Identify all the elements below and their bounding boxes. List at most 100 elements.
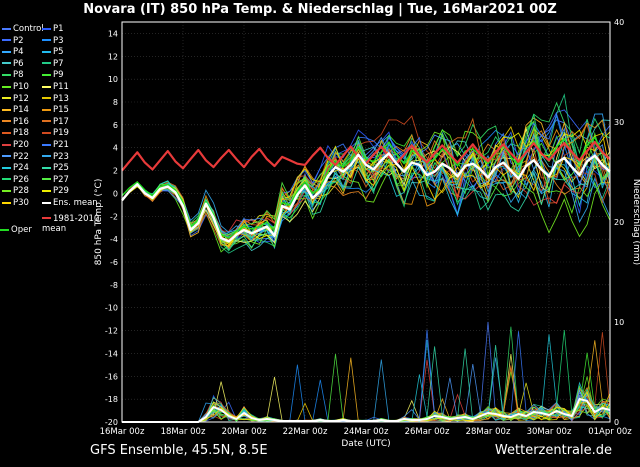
legend-label: P23	[53, 151, 69, 162]
y-axis-right: 40 30 20 10 0	[614, 18, 624, 427]
legend-label: P6	[13, 58, 24, 69]
legend-label: P25	[53, 163, 69, 174]
x-tick-label: 28Mar 00z	[466, 427, 511, 437]
legend-swatch	[2, 62, 11, 65]
mean-lines	[121, 136, 611, 423]
x-tick-label: 16Mar 00z	[100, 427, 145, 437]
x-tick-label: 18Mar 00z	[161, 427, 206, 437]
y-tick-label-right: 40	[614, 18, 624, 27]
legend-label: P26	[13, 174, 29, 185]
y-tick-label-left: -4	[110, 235, 118, 244]
legend-label: Ens. mean	[53, 198, 98, 208]
y-tick-label-left: 6	[113, 121, 118, 130]
legend-entry: P4	[2, 47, 24, 57]
legend-label: P21	[53, 140, 69, 150]
legend-swatch	[42, 97, 51, 100]
x-tick-label: 20Mar 00z	[222, 427, 267, 437]
x-tick-label: 01Apr 00z	[588, 427, 632, 437]
x-axis: 16Mar 00z 18Mar 00z 20Mar 00z 22Mar 00z 24Ma…	[100, 427, 633, 437]
legend-label: P14	[13, 105, 29, 116]
legend-swatch	[42, 85, 51, 88]
legend-entry: P6	[2, 59, 24, 69]
legend-label: P19	[53, 128, 69, 139]
legend-label: P4	[13, 47, 24, 58]
legend-entry: P9	[42, 70, 64, 80]
ens-mean-temp-line	[121, 152, 611, 243]
legend-label: P30	[13, 198, 29, 208]
legend-entry: P21	[42, 140, 69, 150]
member-temp-line	[121, 141, 611, 241]
legend-swatch	[42, 120, 51, 123]
y-tick-label-left: -16	[105, 372, 118, 381]
legend-swatch	[2, 155, 11, 158]
legend-oper-label: Oper	[11, 225, 32, 235]
y-tick-label-left: 4	[113, 144, 118, 153]
y-tick-label-left: 0	[113, 189, 118, 198]
x-tick-label: 22Mar 00z	[283, 427, 328, 437]
legend-oper: Oper	[0, 225, 32, 235]
y-tick-label-left: 2	[113, 167, 118, 176]
legend-entry: P18	[2, 128, 29, 138]
legend-swatch	[42, 50, 51, 53]
legend-swatch	[42, 201, 51, 204]
legend-swatch	[42, 217, 51, 220]
y-axis-left-label: 850 hPa Temp. (°C)	[94, 179, 104, 266]
legend-entry: P24	[2, 163, 29, 173]
legend-swatch	[42, 155, 51, 158]
legend-entry: P5	[42, 47, 64, 57]
legend-entry: Control	[2, 24, 44, 34]
legend-swatch	[2, 201, 11, 204]
legend-label: P2	[13, 35, 24, 46]
legend-entry: P16	[2, 117, 29, 127]
legend-label: P20	[13, 140, 29, 150]
y-tick-label-left: -12	[105, 327, 118, 336]
y-tick-label-left: -18	[105, 395, 118, 404]
legend-entry: P30	[2, 198, 29, 208]
y-tick-label-right: 20	[614, 218, 624, 227]
y-tick-label-right: 10	[614, 318, 624, 327]
legend-swatch	[2, 189, 11, 192]
legend-entry: P23	[42, 152, 69, 162]
legend-entry: Ens. mean	[42, 198, 98, 208]
legend-label: P5	[53, 47, 64, 58]
legend-entry: P2	[2, 36, 24, 46]
legend-label: P28	[13, 186, 29, 197]
legend-swatch	[2, 85, 11, 88]
legend-entry: P13	[42, 94, 69, 104]
legend-swatch	[42, 62, 51, 65]
legend-label: Control	[13, 24, 44, 34]
legend-entry: P14	[2, 105, 29, 115]
legend-swatch	[42, 73, 51, 76]
legend-label: P9	[53, 70, 64, 81]
x-tick-label: 30Mar 00z	[527, 427, 572, 437]
y-tick-label-left: -10	[105, 304, 118, 313]
plot-frame	[121, 21, 611, 423]
legend-entry: P3	[42, 36, 64, 46]
legend-label: P22	[13, 151, 29, 162]
legend-swatch	[42, 131, 51, 134]
legend-swatch	[42, 108, 51, 111]
y-tick-label-left: 12	[108, 52, 118, 61]
legend-swatch	[2, 27, 11, 30]
legend-entry: P27	[42, 175, 69, 185]
x-axis-label: Date (UTC)	[341, 439, 390, 449]
y-tick-label-left: -8	[110, 281, 118, 290]
y-tick-label-left: 8	[113, 98, 118, 107]
legend-entry: P17	[42, 117, 69, 127]
legend-label: P3	[53, 35, 64, 46]
legend-entry: P26	[2, 175, 29, 185]
legend-label: P8	[13, 70, 24, 81]
legend-label: P27	[53, 174, 69, 185]
legend-label: P17	[53, 116, 69, 127]
legend-entry: P20	[2, 140, 29, 150]
legend-entry: P29	[42, 186, 69, 196]
legend-swatch	[42, 143, 51, 146]
legend-entry: P7	[42, 59, 64, 69]
legend-swatch	[2, 131, 11, 134]
legend: Control P1 P2 P3 P4 P5 P6 P7 P8 P9 P10 P11 P12 P13 P14…	[0, 24, 124, 244]
y-axis-right-label: Niederschlag (mm)	[631, 179, 640, 265]
legend-swatch	[2, 120, 11, 123]
footer-model-info: GFS Ensemble, 45.5N, 8.5E	[90, 443, 268, 458]
legend-swatch	[2, 73, 11, 76]
legend-entry: P28	[2, 186, 29, 196]
